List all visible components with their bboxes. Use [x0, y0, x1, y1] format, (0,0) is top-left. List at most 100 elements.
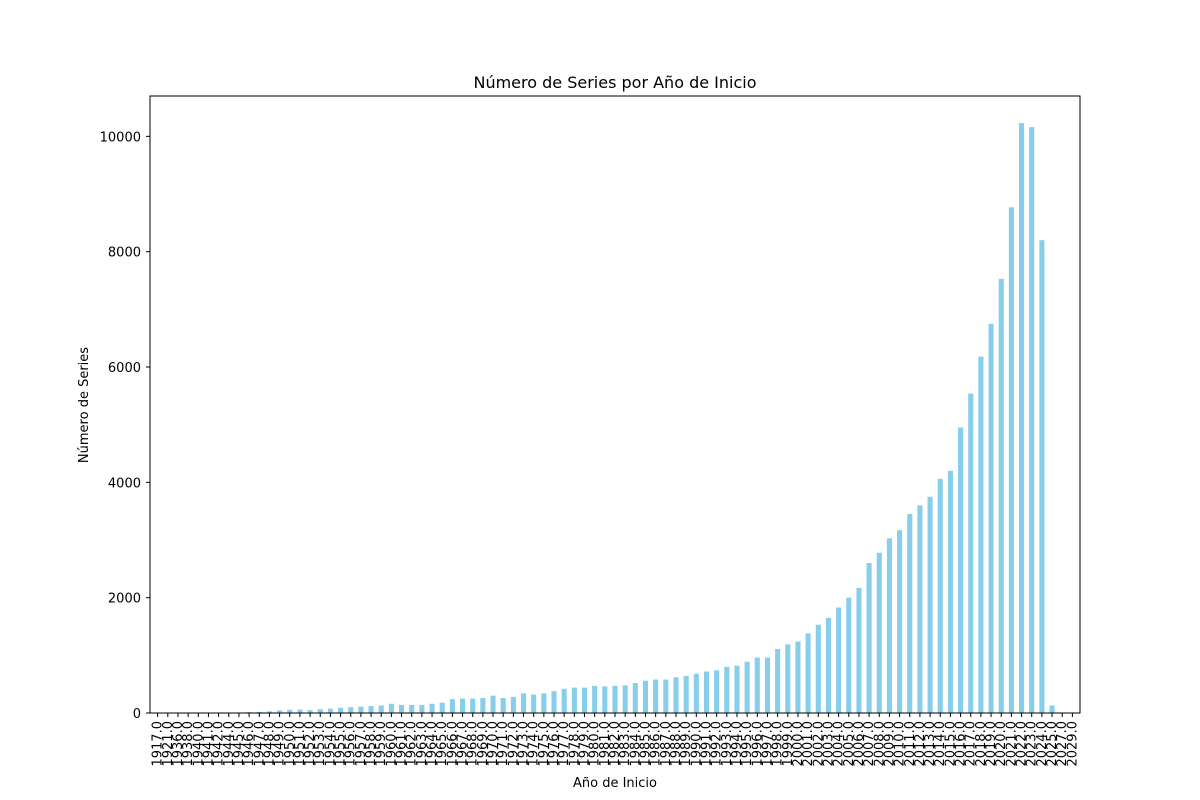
- x-tick-label: 1965.0: [435, 721, 450, 767]
- bar-1984.0: [632, 683, 638, 713]
- x-tick-label: 1984.0: [628, 721, 643, 767]
- x-tick-label: 1989.0: [679, 721, 694, 767]
- chart-title: Número de Series por Año de Inicio: [473, 73, 756, 92]
- x-tick-label: 1988.0: [669, 721, 684, 767]
- bar-1973.0: [520, 693, 527, 713]
- x-tick-label: 2011.0: [903, 721, 918, 767]
- x-tick-label: 1981.0: [598, 721, 613, 767]
- bar-1982.0: [612, 685, 618, 713]
- bar-2018.0: [978, 356, 984, 713]
- x-tick-label: 2024.0: [1035, 721, 1050, 767]
- x-tick-label: 2009.0: [882, 721, 897, 767]
- bar-1963.0: [419, 704, 425, 713]
- x-tick-label: 2025.0: [1045, 721, 1060, 767]
- x-tick-label: 1949.0: [273, 721, 288, 767]
- bar-1949.0: [277, 710, 283, 713]
- bar-2024.0: [1039, 240, 1045, 713]
- x-tick-label: 2015.0: [943, 721, 958, 767]
- x-tick-label: 1972.0: [506, 721, 521, 767]
- x-tick-label: 1947.0: [252, 721, 267, 767]
- x-tick-label: 2017.0: [964, 721, 979, 767]
- x-tick-label: 1998.0: [771, 721, 786, 767]
- bar-1958.0: [368, 706, 374, 713]
- x-tick-label: 1995.0: [740, 721, 755, 767]
- x-tick-label: 1936.0: [171, 721, 186, 767]
- bar-2014.0: [937, 478, 943, 713]
- bar-2000.0: [795, 641, 801, 713]
- x-tick-label: 1962.0: [405, 721, 420, 767]
- bar-1988.0: [673, 677, 679, 713]
- x-tick-label: 1950.0: [283, 721, 298, 767]
- bar-1978.0: [571, 687, 577, 713]
- bar-2011.0: [907, 514, 913, 713]
- x-tick-label: 1997.0: [760, 721, 775, 767]
- bar-2002.0: [815, 624, 821, 713]
- bar-1972.0: [510, 696, 516, 713]
- bar-1951.0: [297, 709, 303, 713]
- bar-2019.0: [988, 323, 994, 713]
- x-tick-label: 2010.0: [893, 721, 908, 767]
- x-tick-label: 1944.0: [222, 721, 237, 767]
- x-tick-label: 1921.0: [161, 721, 176, 767]
- x-tick-label: 1954.0: [323, 721, 338, 767]
- x-tick-label: 2000.0: [791, 721, 806, 767]
- y-tick-label: 6000: [108, 361, 141, 376]
- bar-1987.0: [663, 679, 669, 713]
- bar-2004.0: [836, 607, 842, 713]
- bar-1985.0: [642, 680, 649, 713]
- bar-2022.0: [1019, 123, 1025, 713]
- bars: [155, 123, 1075, 714]
- x-tick-label: 2012.0: [913, 721, 928, 767]
- bar-1964.0: [429, 703, 435, 713]
- bar-1961.0: [399, 704, 405, 713]
- x-tick-label: 1969.0: [476, 721, 491, 767]
- bar-1983.0: [622, 685, 628, 713]
- x-tick-label: 2020.0: [994, 721, 1009, 767]
- x-tick-label: 1990.0: [689, 721, 704, 767]
- x-tick-label: 1996.0: [750, 721, 765, 767]
- bar-1977.0: [561, 688, 567, 713]
- bar-2008.0: [876, 552, 882, 713]
- x-tick-label: 2014.0: [933, 721, 948, 767]
- bar-1986.0: [653, 679, 659, 713]
- bar-1975.0: [541, 693, 547, 713]
- x-tick-label: 1966.0: [445, 721, 460, 767]
- y-tick-label: 0: [133, 707, 141, 722]
- x-tick-label: 1975.0: [537, 721, 552, 767]
- x-tick-label: 1942.0: [212, 721, 227, 767]
- x-tick-label: 2004.0: [832, 721, 847, 767]
- x-tick-label: 2027.0: [1055, 721, 1070, 767]
- bar-2003.0: [825, 617, 831, 713]
- x-tick-label: 2006.0: [852, 721, 867, 767]
- bar-1954.0: [327, 708, 333, 713]
- x-tick-label: 1945.0: [232, 721, 247, 767]
- x-tick-label: 2021.0: [1004, 721, 1019, 767]
- x-tick-label: 1977.0: [557, 721, 572, 767]
- x-tick-label: 2003.0: [821, 721, 836, 767]
- bar-1991.0: [703, 671, 710, 713]
- x-tick-label: 1992.0: [710, 721, 725, 767]
- bar-1957.0: [358, 706, 364, 713]
- x-tick-label: 2018.0: [974, 721, 989, 767]
- x-tick-label: 2019.0: [984, 721, 999, 767]
- bar-1955.0: [338, 707, 344, 713]
- bar-1962.0: [409, 704, 415, 713]
- bar-2001.0: [805, 633, 811, 713]
- x-tick-label: 2016.0: [954, 721, 969, 767]
- bar-2010.0: [897, 530, 903, 713]
- bar-1967.0: [460, 698, 466, 713]
- bar-1989.0: [683, 676, 689, 713]
- bar-1979.0: [581, 687, 588, 713]
- bar-1981.0: [602, 686, 608, 713]
- bar-1996.0: [754, 657, 760, 713]
- x-tick-label: 2002.0: [811, 721, 826, 767]
- bar-1948.0: [266, 711, 272, 713]
- x-tick-label: 1976.0: [547, 721, 562, 767]
- x-tick-label: 1963.0: [415, 721, 430, 767]
- bar-2021.0: [1008, 207, 1014, 713]
- bar-1965.0: [439, 702, 445, 713]
- x-tick-label: 1951.0: [293, 721, 308, 767]
- x-tick-label: 1979.0: [578, 721, 593, 767]
- bar-1970.0: [490, 695, 496, 713]
- x-axis: 1917.01921.01936.01938.01940.01941.01942…: [151, 713, 1080, 767]
